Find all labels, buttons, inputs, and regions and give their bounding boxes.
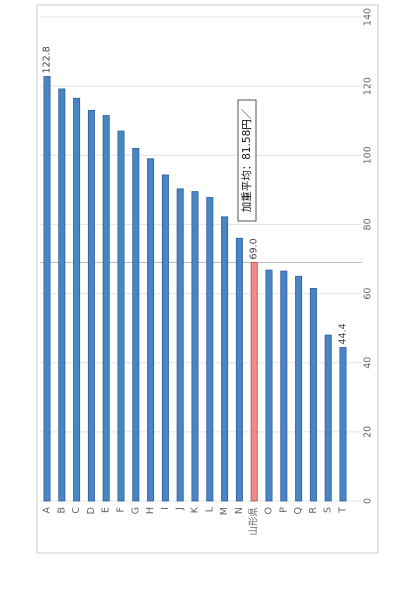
- data-label: 44.4: [338, 323, 349, 344]
- category-label: E: [101, 507, 112, 513]
- y-tick-label: 0: [363, 498, 374, 504]
- category-label: 山形県: [248, 507, 260, 536]
- bar: [339, 347, 347, 502]
- bar: [102, 115, 110, 502]
- bar: [265, 269, 273, 502]
- y-tick-label: 20: [363, 426, 374, 438]
- category-label: B: [56, 507, 67, 514]
- bar: [206, 197, 214, 502]
- bar: [87, 109, 95, 502]
- data-label: 69.0: [249, 238, 260, 259]
- bar-highlight: [250, 262, 258, 502]
- y-tick-label: 120: [363, 77, 374, 95]
- category-label: P: [278, 507, 289, 513]
- bar: [176, 188, 184, 502]
- category-label: T: [338, 507, 349, 514]
- category-label: A: [42, 507, 53, 514]
- bar: [295, 275, 303, 502]
- category-label: S: [323, 507, 334, 513]
- category-label: C: [71, 507, 82, 514]
- bar: [58, 88, 66, 502]
- bar: [324, 334, 332, 502]
- bar: [161, 174, 169, 502]
- bar: [147, 158, 155, 502]
- y-tick-label: 100: [363, 146, 374, 164]
- category-label: N: [234, 507, 245, 514]
- category-label: D: [86, 507, 97, 514]
- annotation-box: [237, 99, 257, 222]
- category-label: G: [130, 507, 141, 514]
- bar: [280, 270, 288, 502]
- category-label: L: [204, 506, 215, 512]
- category-label: H: [145, 507, 156, 514]
- category-label: O: [264, 507, 275, 514]
- y-tick-label: 40: [363, 357, 374, 369]
- bar: [132, 147, 140, 502]
- bar: [191, 191, 199, 502]
- bar: [221, 216, 229, 502]
- y-tick-label: 140: [363, 8, 374, 26]
- category-label: K: [190, 506, 201, 513]
- bar-layer: [43, 76, 347, 502]
- data-label: 122.8: [42, 46, 53, 73]
- bar: [235, 237, 243, 502]
- category-label: I: [160, 507, 171, 510]
- category-label: Q: [293, 507, 304, 514]
- y-tick-label: 60: [363, 288, 374, 300]
- category-label: J: [175, 507, 186, 511]
- category-label: F: [116, 507, 127, 512]
- bar: [117, 130, 125, 502]
- bar: [43, 76, 51, 502]
- bar: [309, 287, 317, 502]
- bar: [73, 97, 81, 502]
- category-label: R: [308, 507, 319, 514]
- category-label: M: [219, 507, 230, 515]
- annotation-text: 加重平均：81.58円／: [240, 108, 253, 212]
- text-layer: 0 20 40 60 80 100 120 140 A B C D E F G H I J K L M N 山形県 O P Q R S…: [42, 8, 374, 536]
- y-tick-label: 80: [363, 218, 374, 230]
